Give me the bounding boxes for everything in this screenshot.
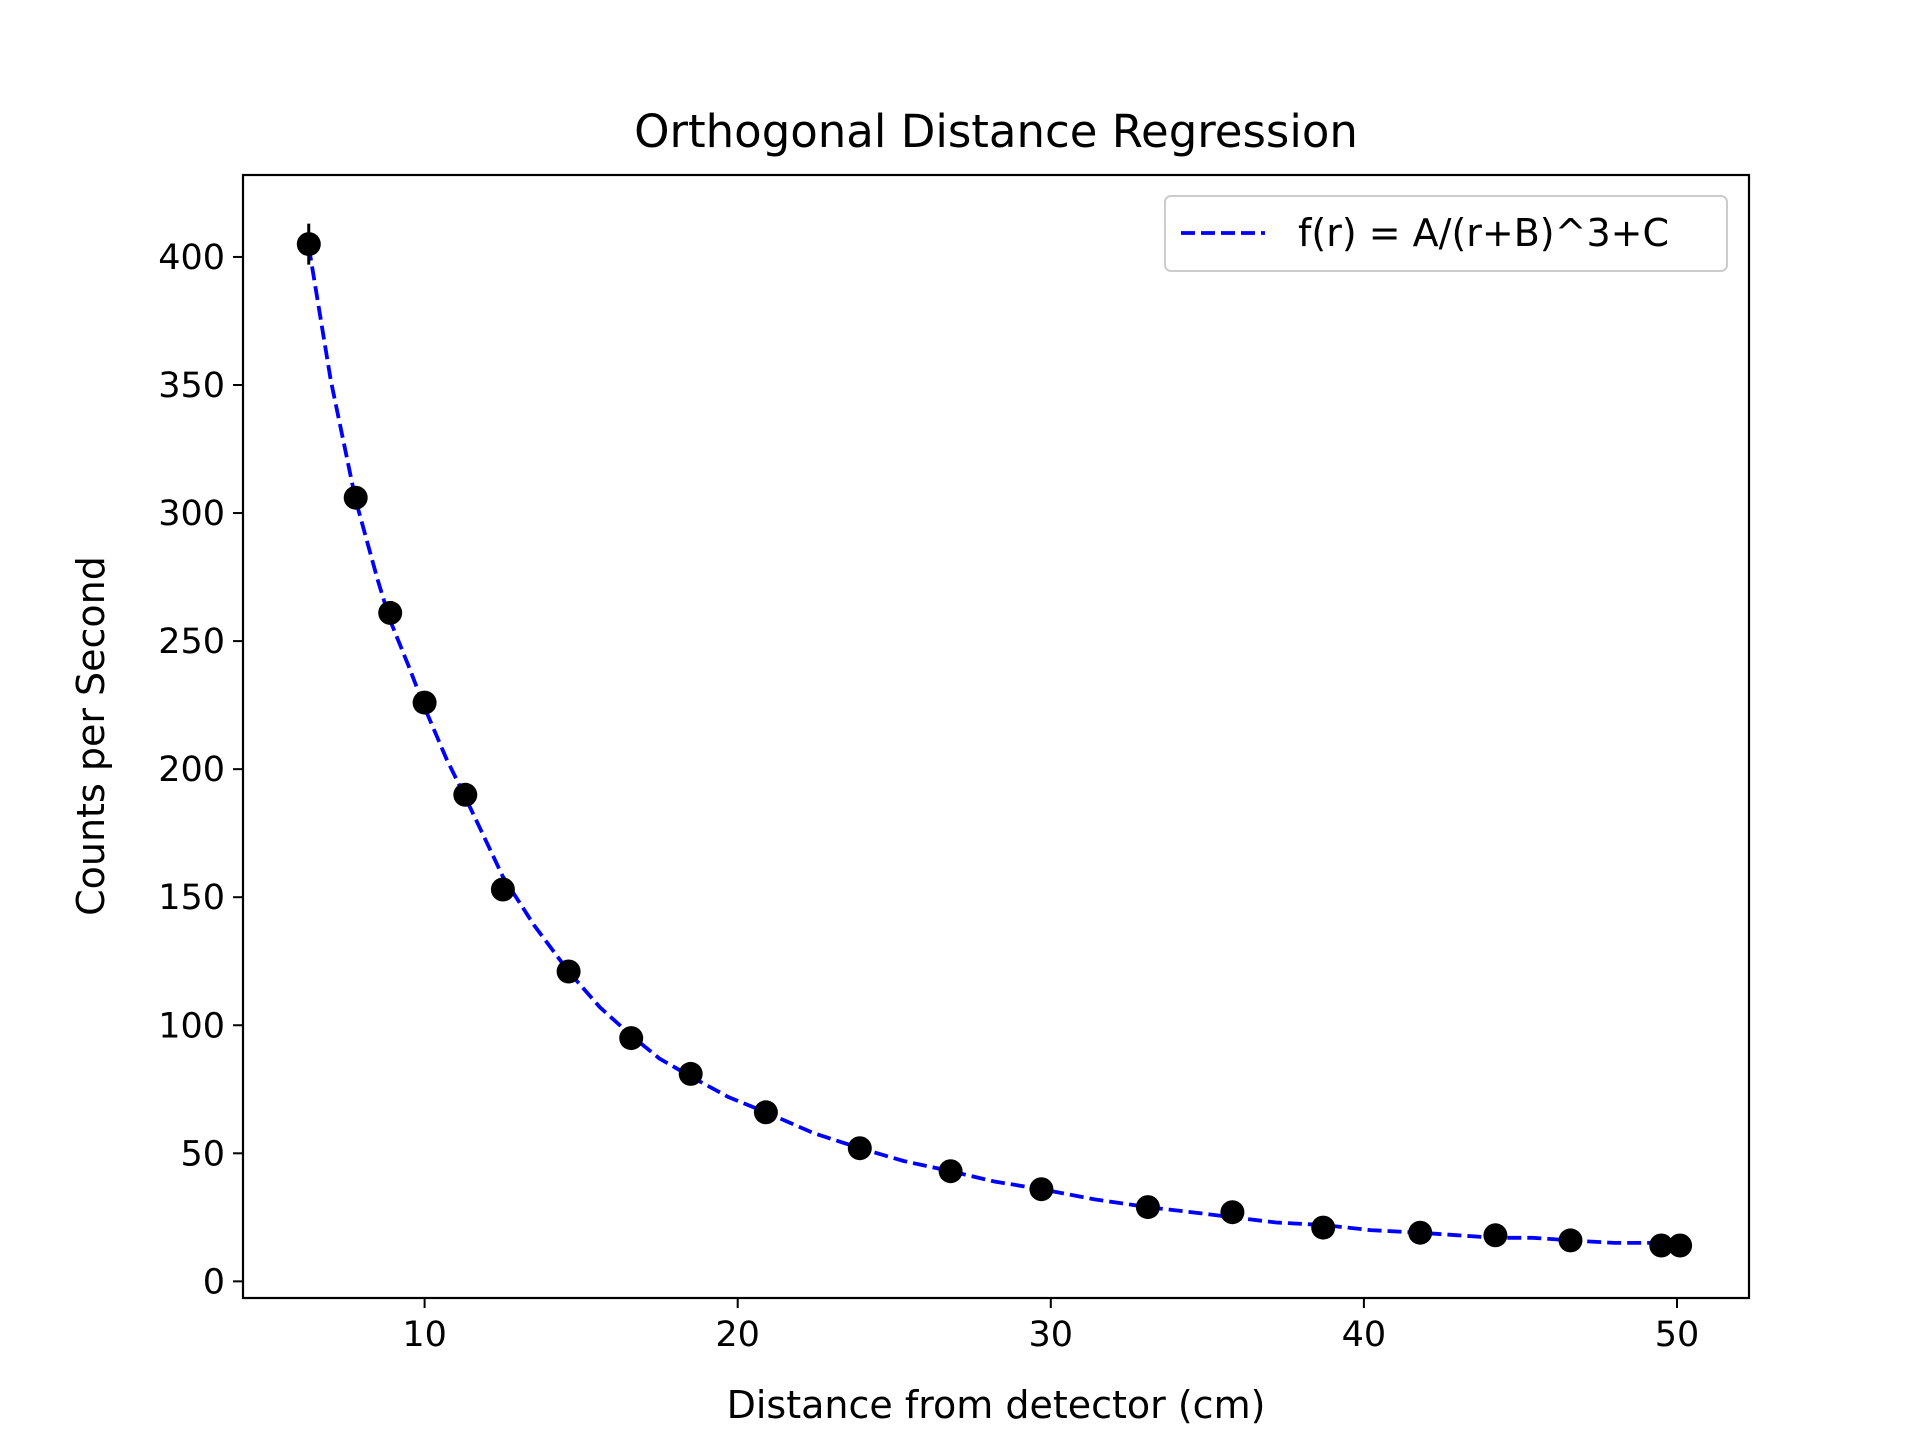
data-point bbox=[1220, 1200, 1245, 1225]
data-point bbox=[1668, 1233, 1693, 1258]
data-point bbox=[1483, 1223, 1508, 1248]
data-point bbox=[378, 600, 403, 625]
chart-title: Orthogonal Distance Regression bbox=[634, 105, 1358, 158]
y-tick-label: 200 bbox=[158, 750, 225, 790]
data-point bbox=[1558, 1228, 1583, 1253]
data-point bbox=[938, 1159, 963, 1184]
x-tick-label: 30 bbox=[1029, 1315, 1074, 1355]
x-tick-label: 50 bbox=[1655, 1315, 1700, 1355]
data-point bbox=[847, 1136, 872, 1161]
y-tick-label: 250 bbox=[158, 622, 225, 662]
data-point bbox=[453, 782, 478, 807]
legend-label: f(r) = A/(r+B)^3+C bbox=[1298, 211, 1669, 255]
data-point bbox=[1649, 1233, 1674, 1258]
y-tick-label: 350 bbox=[158, 366, 225, 406]
x-tick-label: 40 bbox=[1342, 1315, 1387, 1355]
data-point bbox=[1408, 1220, 1433, 1245]
fit-curve bbox=[306, 246, 1681, 1248]
y-tick-label: 50 bbox=[180, 1134, 225, 1174]
data-point bbox=[296, 232, 321, 257]
x-tick-label: 20 bbox=[715, 1315, 760, 1355]
y-tick-label: 0 bbox=[203, 1262, 225, 1302]
plot-area bbox=[296, 223, 1693, 1258]
data-point bbox=[1029, 1177, 1054, 1202]
data-point bbox=[412, 690, 437, 715]
data-point bbox=[619, 1026, 644, 1051]
y-tick-label: 150 bbox=[158, 878, 225, 918]
data-point bbox=[556, 959, 581, 984]
data-point bbox=[1135, 1195, 1160, 1220]
data-point bbox=[678, 1061, 703, 1086]
y-axis-label: Counts per Second bbox=[69, 556, 113, 916]
data-point bbox=[343, 485, 368, 510]
y-tick-label: 400 bbox=[158, 238, 225, 278]
data-point bbox=[490, 877, 515, 902]
x-axis: 10 20 30 40 50 bbox=[402, 1298, 1699, 1355]
y-axis: 0 50 100 150 200 250 300 350 400 bbox=[158, 238, 243, 1302]
x-tick-label: 10 bbox=[402, 1315, 447, 1355]
plot-frame bbox=[241, 173, 1751, 1300]
legend-box bbox=[1164, 195, 1728, 272]
legend: f(r) = A/(r+B)^3+C bbox=[1164, 195, 1728, 272]
y-tick-label: 100 bbox=[158, 1006, 225, 1046]
y-tick-label: 300 bbox=[158, 494, 225, 534]
data-point bbox=[753, 1100, 778, 1125]
x-axis-label: Distance from detector (cm) bbox=[727, 1383, 1266, 1427]
data-point bbox=[1311, 1215, 1336, 1240]
